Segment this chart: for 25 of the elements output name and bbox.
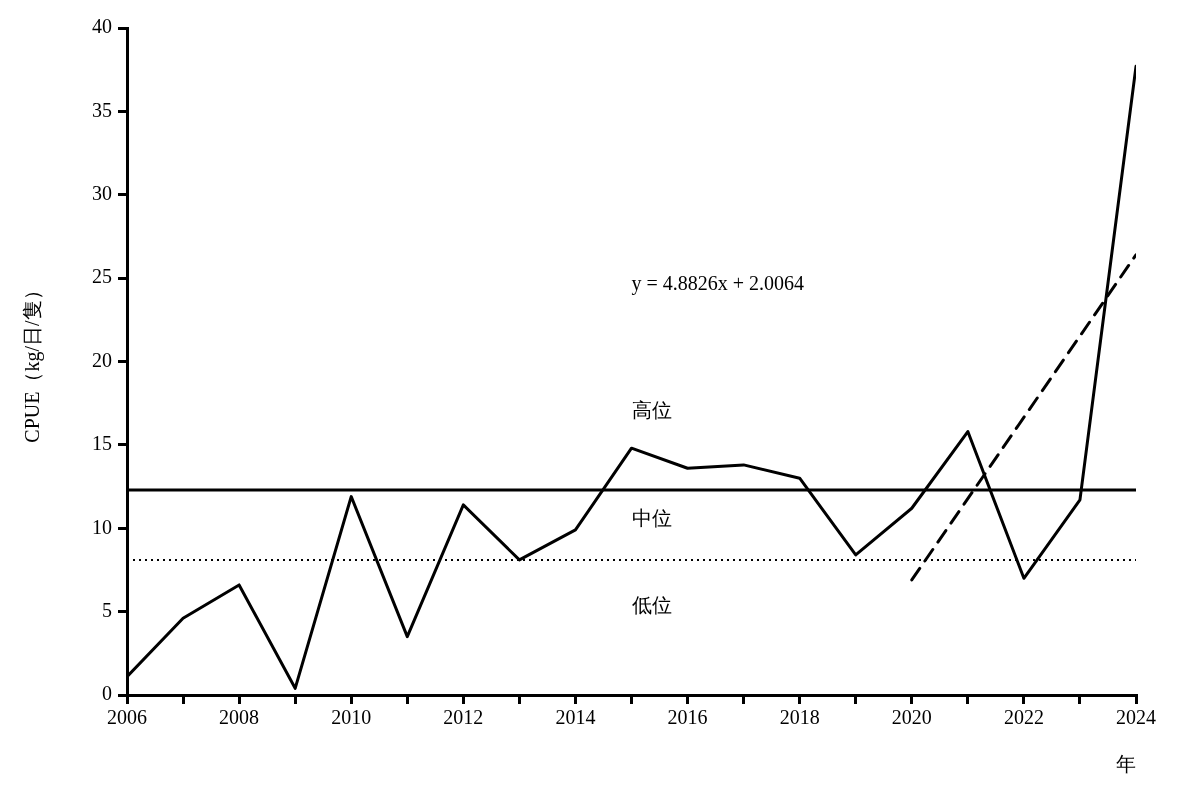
annotation: 高位 [631,398,672,421]
x-tick-label: 2020 [891,706,932,729]
y-tick-label: 40 [92,15,112,38]
y-tick-label: 25 [92,265,112,288]
annotation: 中位 [631,507,672,530]
x-tick-label: 2024 [1116,706,1156,729]
x-tick-label: 2010 [331,706,372,729]
x-axis-title: 年 [1116,753,1136,776]
x-tick-label: 2014 [555,706,596,729]
y-tick-label: 15 [92,432,112,455]
y-axis-title: CPUE（kg/日/隻） [21,280,45,443]
x-tick-label: 2016 [667,706,708,729]
x-tick-label: 2012 [443,706,484,729]
annotation: 低位 [631,593,672,616]
y-tick-label: 5 [102,598,112,621]
y-tick-label: 10 [92,515,112,538]
x-tick-label: 2006 [107,706,147,729]
annotation: y = 4.8826x + 2.0064 [631,272,805,296]
y-tick-label: 35 [92,98,112,121]
y-tick-label: 30 [92,182,112,204]
x-tick-label: 2008 [219,706,260,729]
x-tick-label: 2018 [779,706,820,729]
x-tick-label: 2022 [1003,706,1044,729]
y-tick-label: 20 [92,348,112,371]
y-tick-label: 0 [102,682,112,705]
